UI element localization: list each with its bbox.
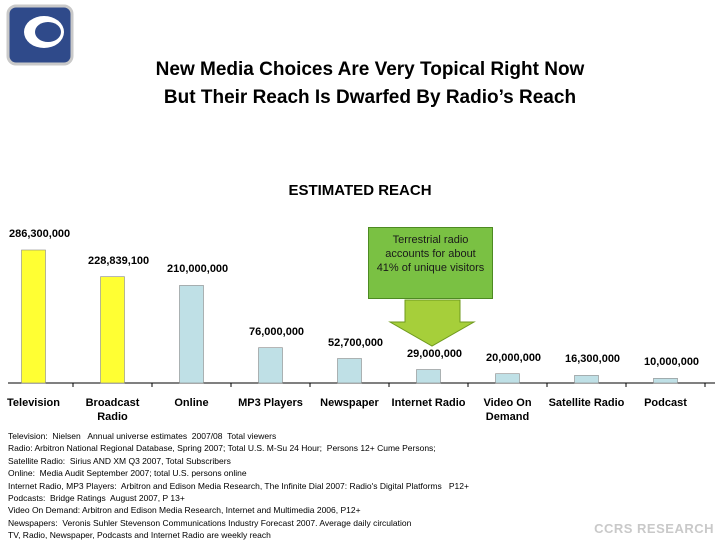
bar [495, 373, 520, 384]
footnote: Satellite Radio: Sirius AND XM Q3 2007, … [8, 455, 231, 466]
footnote: TV, Radio, Newspaper, Podcasts and Inter… [8, 530, 271, 540]
footnote: Video On Demand: Arbitron and Edison Med… [8, 505, 361, 516]
slide-title: New Media Choices Are Very Topical Right… [60, 56, 680, 112]
x-tick-label: Newspaper [320, 397, 379, 409]
bar [574, 375, 599, 384]
bar [100, 276, 125, 384]
bar [258, 347, 283, 384]
x-tick-label: Podcast [644, 397, 687, 409]
title-line: But Their Reach Is Dwarfed By Radio’s Re… [163, 87, 577, 108]
annotation: Terrestrial radio accounts for about 41%… [368, 227, 493, 299]
value-label: 76,000,000 [249, 325, 305, 338]
x-tick-label: Television [7, 397, 60, 409]
chart-title: ESTIMATED REACH [288, 182, 432, 199]
footnotes: Television: Nielsen Annual universe esti… [8, 430, 648, 540]
bar [653, 378, 678, 384]
bar [337, 358, 362, 384]
value-label: 10,000,000 [644, 356, 700, 369]
footnote: Radio: Arbitron National Regional Databa… [8, 443, 436, 454]
x-tick-label: MP3 Players [238, 397, 303, 409]
value-label: 210,000,000 [167, 263, 229, 276]
x-tick-label: Online [174, 397, 209, 409]
callout-arrow [388, 299, 476, 347]
footnote: Newspapers: Veronis Suhler Stevenson Com… [8, 517, 412, 528]
value-label: 29,000,000 [407, 347, 463, 360]
x-tick-label: Broadcast Radio [85, 397, 140, 423]
bar [416, 369, 441, 384]
footnote: Online: Media Audit September 2007; tota… [8, 468, 247, 479]
footnote: Podcasts: Bridge Ratings August 2007, P … [8, 493, 185, 504]
value-label: 16,300,000 [565, 353, 621, 366]
bar [179, 285, 204, 384]
footnote: Television: Nielsen Annual universe esti… [8, 431, 277, 441]
value-label: 286,300,000 [9, 228, 71, 240]
value-label: 20,000,000 [486, 351, 542, 364]
x-tick-label: Video On Demand [483, 397, 532, 423]
footnote: Internet Radio, MP3 Players: Arbitron an… [8, 480, 469, 491]
title-line: New Media Choices Are Very Topical Right… [155, 59, 585, 80]
x-tick-label: Satellite Radio [548, 397, 625, 409]
brand-logo: CCRS RESEARCH [594, 521, 714, 536]
value-label: 52,700,000 [328, 336, 384, 349]
bar [21, 249, 46, 384]
x-tick-label: Internet Radio [391, 397, 466, 409]
value-label: 228,839,100 [88, 254, 150, 267]
logo-shape [35, 22, 61, 42]
